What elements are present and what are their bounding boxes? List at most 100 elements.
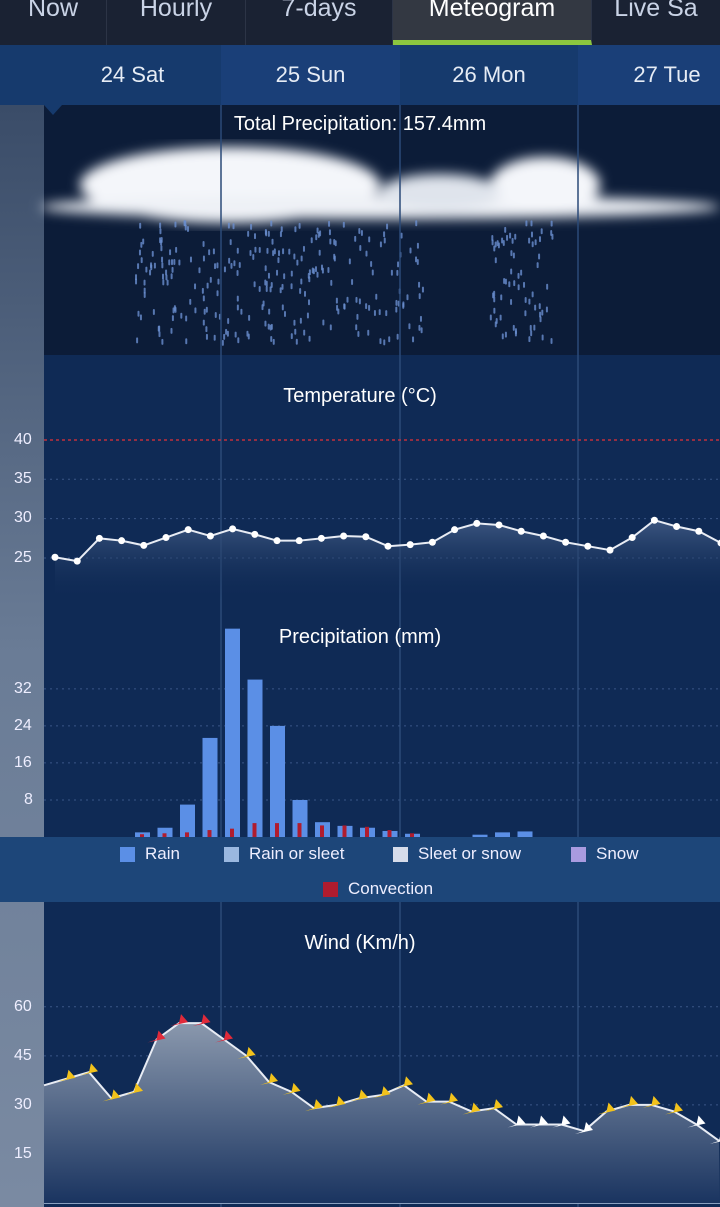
- rain-drop: [520, 269, 523, 276]
- rain-drop: [216, 290, 219, 297]
- rain-drop: [272, 338, 275, 345]
- temperature-point: [495, 521, 503, 529]
- rain-drop: [302, 245, 305, 252]
- rain-drop: [252, 254, 255, 261]
- date-26-mon[interactable]: 26 Mon: [452, 62, 526, 87]
- rain-drop: [383, 237, 386, 244]
- rain-drop: [550, 338, 553, 345]
- rain-drop: [308, 276, 311, 283]
- rain-drop: [171, 266, 174, 273]
- temperature-point: [118, 537, 126, 545]
- temperature-point: [695, 527, 703, 535]
- date-24-sat[interactable]: 24 Sat: [100, 62, 165, 87]
- rain-drop: [223, 266, 226, 273]
- sleet-snow-swatch: [393, 846, 408, 862]
- temperature-point: [428, 538, 436, 546]
- rain-drop: [397, 261, 400, 268]
- rain-drop: [201, 287, 204, 294]
- rain-drop: [247, 230, 250, 237]
- rain-drop: [198, 267, 201, 274]
- rain-drop: [500, 294, 503, 301]
- tab-meteogram[interactable]: Meteogram: [393, 0, 592, 45]
- rain-drop: [160, 245, 163, 252]
- convection-bar: [342, 825, 347, 837]
- rain-drop: [538, 236, 541, 243]
- temperature-point: [362, 533, 370, 541]
- wind-direction-arrow-icon: [507, 1115, 526, 1128]
- rain-drop: [161, 338, 164, 345]
- rain-drop: [512, 324, 515, 331]
- rain-drop: [205, 333, 208, 340]
- temperature-point: [317, 534, 325, 542]
- tab-hourly[interactable]: Hourly: [107, 0, 246, 45]
- legend-rain-or-sleet: Rain or sleet: [224, 844, 344, 864]
- temperature-point: [184, 526, 192, 534]
- rain-drop: [159, 228, 162, 235]
- rain-drop: [158, 331, 161, 338]
- rain-drop: [137, 310, 140, 317]
- rain-drop: [299, 288, 302, 295]
- rain-drop: [510, 298, 513, 305]
- rain-drop: [317, 231, 320, 238]
- convection-bar: [365, 826, 369, 837]
- rain-drop: [254, 246, 257, 253]
- rain-drop: [415, 220, 418, 227]
- tab-7-days[interactable]: 7-days: [246, 0, 393, 45]
- rain-drop: [294, 328, 297, 335]
- rain-drop: [501, 333, 504, 340]
- rain-drop: [267, 272, 270, 279]
- convection-bar: [275, 823, 279, 837]
- rain-drop: [373, 310, 376, 317]
- rain-drop: [489, 314, 492, 321]
- temperature-point: [539, 532, 547, 540]
- rain-drop: [180, 312, 183, 319]
- temperature-point: [73, 557, 81, 565]
- rain-drop: [491, 234, 494, 241]
- rain-drop: [355, 296, 358, 303]
- tab-live-satellite[interactable]: Live Sa: [614, 0, 698, 22]
- wind-direction-arrow-icon: [102, 1089, 121, 1102]
- rain-drop: [165, 269, 168, 276]
- rain-drop: [202, 241, 205, 248]
- rain-drop: [351, 279, 354, 286]
- rain-drop: [161, 262, 164, 269]
- rain-drop: [348, 258, 351, 265]
- legend-sleet-or-snow: Sleet or snow: [393, 844, 521, 864]
- rain-drop: [360, 230, 363, 237]
- rain-drop: [304, 290, 307, 297]
- rain-drop: [281, 304, 284, 311]
- date-27-tue[interactable]: 27 Tue: [578, 45, 720, 105]
- rain-drop: [174, 221, 177, 228]
- precip-tick: 8: [24, 791, 33, 808]
- rain-drop: [226, 330, 229, 337]
- convection-bar: [297, 823, 302, 837]
- rain-drop: [227, 318, 230, 325]
- temp-tick: 35: [14, 470, 32, 487]
- rain-drop: [300, 278, 303, 285]
- rain-drop: [293, 319, 296, 326]
- rain-drop: [419, 315, 422, 322]
- precipitation-bar: [292, 799, 308, 837]
- rain-drop: [230, 262, 233, 269]
- rain-drop: [334, 240, 337, 247]
- rain-drop: [318, 249, 321, 256]
- rain-drop: [416, 242, 419, 249]
- convection-bar: [185, 832, 189, 837]
- convection-bar: [387, 830, 392, 837]
- rain-drop: [267, 323, 270, 330]
- legend-rain: Rain: [120, 844, 180, 864]
- rain-drop: [140, 257, 143, 264]
- temperature-point: [206, 532, 214, 540]
- rain-drop: [385, 310, 388, 317]
- rain-drop: [513, 280, 516, 287]
- tab-now[interactable]: Now: [0, 0, 107, 45]
- date-25-sun[interactable]: 25 Sun: [221, 45, 400, 105]
- rain-drop: [270, 323, 273, 330]
- rain-drop: [225, 328, 228, 335]
- convection-bar: [252, 823, 257, 837]
- total-precipitation: Total Precipitation: 157.4mm: [233, 113, 487, 135]
- rain-drop: [143, 292, 146, 299]
- temperature-point: [340, 532, 348, 540]
- rain-drop: [512, 252, 515, 259]
- rain-drop: [294, 226, 297, 233]
